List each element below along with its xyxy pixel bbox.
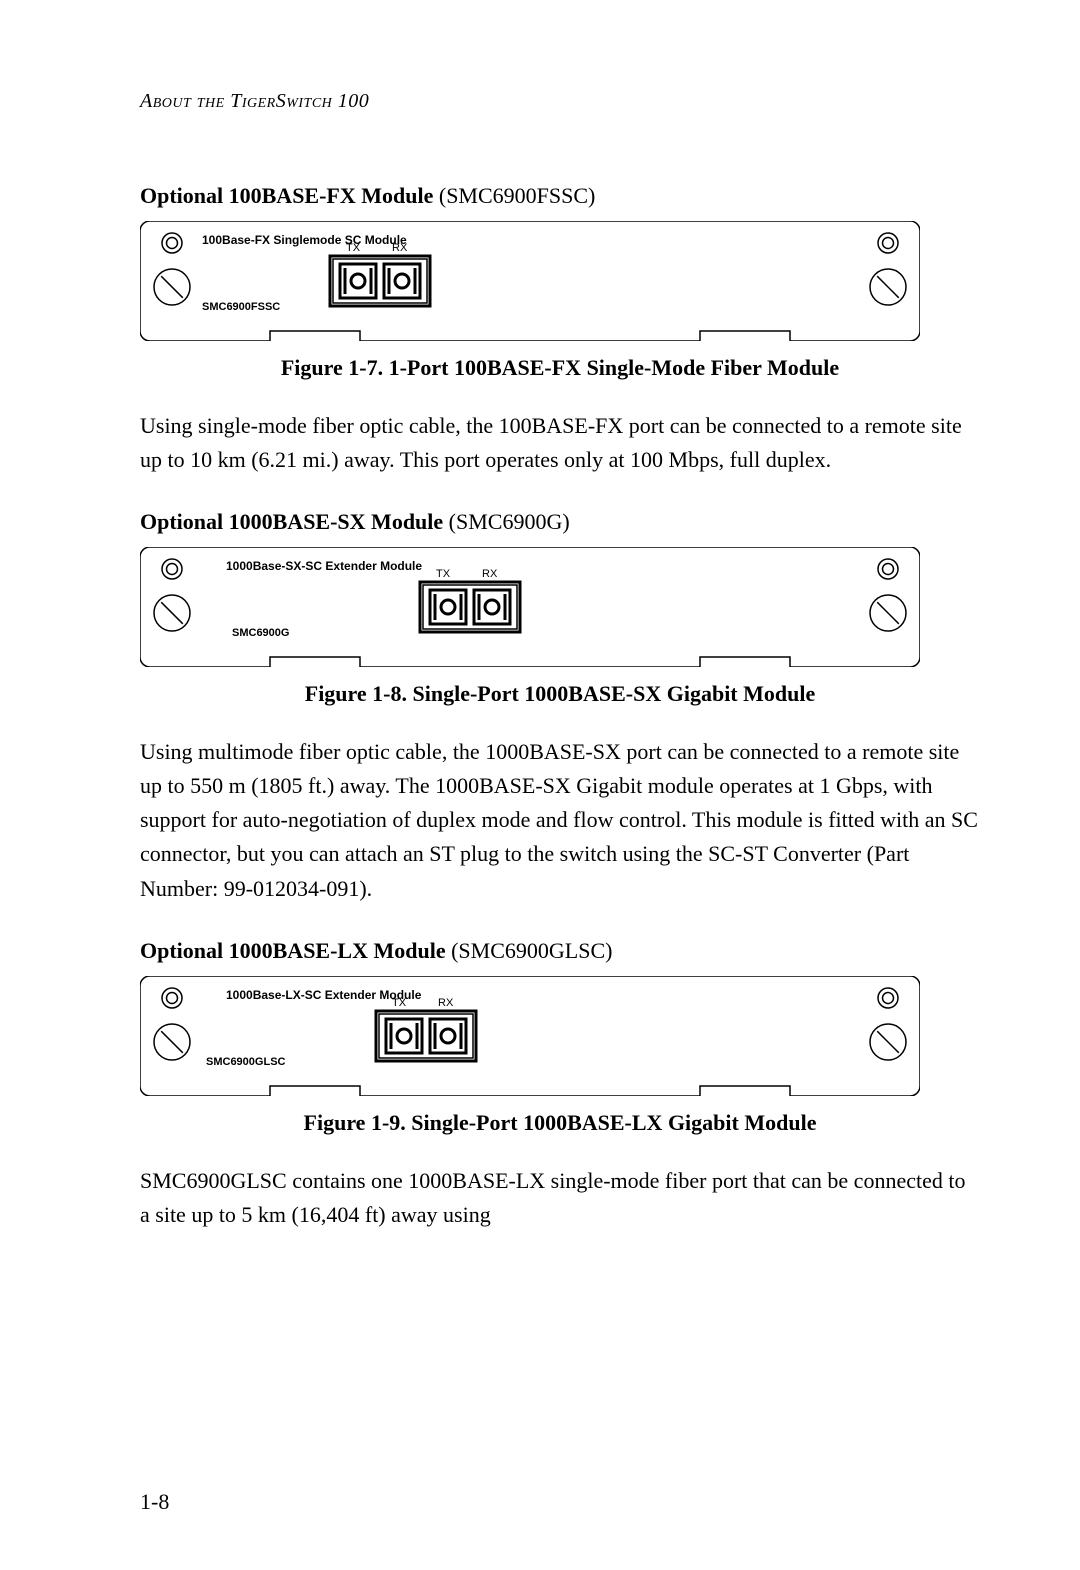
module-title: 1000Base-SX-SC Extender Module xyxy=(226,559,422,573)
tx-label: TX xyxy=(346,242,360,254)
section-heading-sx: Optional 1000BASE-SX Module (SMC6900G) xyxy=(140,509,980,535)
module-diagram-sx: 1000Base-SX-SC Extender Module TX RX SMC690… xyxy=(140,547,920,667)
figure-caption-sx: Figure 1-8. Single-Port 1000BASE-SX Giga… xyxy=(140,681,980,707)
heading-part: (SMC6900FSSC) xyxy=(433,183,595,208)
tx-label: TX xyxy=(436,568,450,580)
heading-part: (SMC6900G) xyxy=(443,509,570,534)
heading-bold: Optional 1000BASE-LX Module xyxy=(140,938,446,963)
module-diagram-lx: 1000Base-LX-SC Extender ModuleTXRXSMC690… xyxy=(140,976,920,1096)
body-text-sx: Using multimode fiber optic cable, the 1… xyxy=(140,735,980,905)
module-partno: SMC6900FSSC xyxy=(202,301,280,313)
tx-label: TX xyxy=(392,997,406,1009)
figure-caption-fx: Figure 1-7. 1-Port 100BASE-FX Single-Mod… xyxy=(140,355,980,381)
body-text-lx: SMC6900GLSC contains one 1000BASE-LX sin… xyxy=(140,1164,980,1232)
heading-part: (SMC6900GLSC) xyxy=(446,938,613,963)
rx-label: RX xyxy=(438,997,453,1009)
section-heading-lx: Optional 1000BASE-LX Module (SMC6900GLSC… xyxy=(140,938,980,964)
module-partno: SMC6900GLSC xyxy=(206,1056,285,1068)
page-number: 1-8 xyxy=(140,1489,169,1515)
page-header: About the TigerSwitch 100 xyxy=(140,90,980,113)
module-title: 100Base-FX Singlemode SC Module xyxy=(202,233,407,247)
rx-label: RX xyxy=(482,568,497,580)
rx-label: RX xyxy=(392,242,407,254)
heading-bold: Optional 100BASE-FX Module xyxy=(140,183,433,208)
section-heading-fx: Optional 100BASE-FX Module (SMC6900FSSC) xyxy=(140,183,980,209)
figure-caption-lx: Figure 1-9. Single-Port 1000BASE-LX Giga… xyxy=(140,1110,980,1136)
module-partno: SMC6900G xyxy=(232,627,289,639)
module-diagram-fx: 100Base-FX Singlemode SC ModuleTX RX SMC69… xyxy=(140,221,920,341)
body-text-fx: Using single-mode fiber optic cable, the… xyxy=(140,409,980,477)
heading-bold: Optional 1000BASE-SX Module xyxy=(140,509,443,534)
